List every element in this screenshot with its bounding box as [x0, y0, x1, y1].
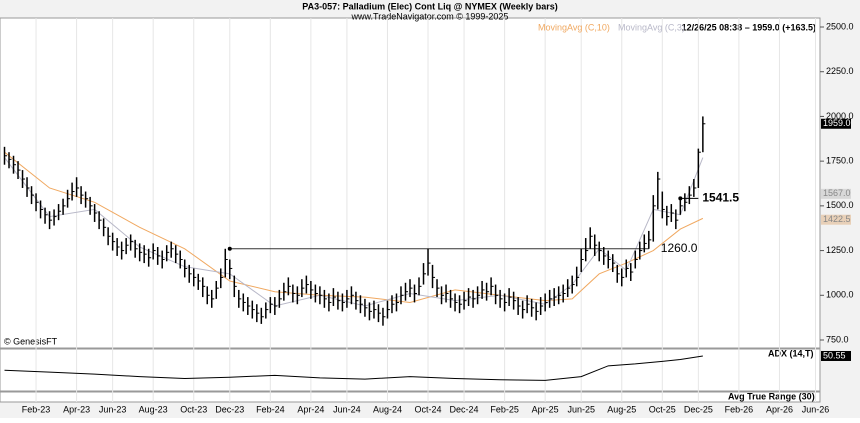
chart-title: PA3-057: Palladium (Elec) Cont Liq @ NYM…: [302, 1, 558, 11]
axis-flag: [821, 188, 851, 199]
hline-label: 1260.0: [661, 241, 698, 255]
x-tick-label: Aug-23: [139, 404, 168, 414]
y-tick-label: 750.0: [826, 334, 849, 344]
chart-subtitle: www.TradeNavigator.com © 1999-2025: [351, 11, 509, 21]
atr-name: Avg True Range (30): [728, 391, 815, 401]
x-tick-label: Feb-25: [490, 404, 519, 414]
axis-flag-label: 1567.0: [823, 188, 851, 198]
x-tick-label: Aug-24: [373, 404, 402, 414]
marker-dot: [678, 196, 683, 201]
x-tick-label: Feb-24: [256, 404, 285, 414]
x-tick-label: Oct-23: [180, 404, 207, 414]
source: © GenesisFT: [4, 336, 58, 346]
quote: 12/26/25 08:38 – 1959.0 (+163.5): [682, 22, 816, 32]
atr-panel: [0, 391, 821, 403]
x-tick-label: Apr-23: [63, 404, 90, 414]
x-tick-label: Dec-23: [215, 404, 244, 414]
x-tick-label: Apr-26: [766, 404, 793, 414]
y-tick-label: 2250.0: [826, 66, 854, 76]
axis-flag: [821, 214, 851, 225]
marker-label: 1541.5: [702, 191, 739, 205]
x-tick-label: Jun-26: [802, 404, 830, 414]
legend-entry: MovingAvg (C,3): [618, 22, 685, 32]
x-tick-label: Jun-25: [567, 404, 595, 414]
axis-flag-label: 1959.0: [823, 118, 851, 128]
x-tick-label: Jun-23: [99, 404, 127, 414]
x-tick-label: Oct-24: [415, 404, 442, 414]
y-tick-label: 1000.0: [826, 290, 854, 300]
x-tick-label: Feb-26: [725, 404, 754, 414]
x-tick-label: Oct-25: [649, 404, 676, 414]
x-tick-label: Dec-24: [450, 404, 479, 414]
adx-panel: [0, 348, 821, 392]
y-tick-label: 1500.0: [826, 200, 854, 210]
line-anchor: [227, 246, 232, 251]
x-tick-label: Aug-25: [607, 404, 636, 414]
x-tick-label: Jun-24: [333, 404, 361, 414]
adx-line: [4, 355, 703, 381]
x-tick-label: Dec-25: [684, 404, 713, 414]
price-panel: [0, 17, 821, 349]
y-tick-label: 1250.0: [826, 245, 854, 255]
adx-flag: [821, 350, 851, 361]
y-tick-label: 2500.0: [826, 21, 854, 31]
x-tick-label: Feb-23: [22, 404, 51, 414]
legend-entry: MovingAvg (C,10): [538, 22, 610, 32]
axis-flag: [821, 118, 851, 129]
y-tick-label: 2000.0: [826, 111, 854, 121]
x-tick-label: Apr-25: [532, 404, 559, 414]
adx-name: ADX (14,T): [768, 348, 814, 358]
x-tick-label: Apr-24: [297, 404, 324, 414]
adx-flag-label: 50.55: [823, 350, 846, 360]
y-tick-label: 1750.0: [826, 156, 854, 166]
axis-flag-label: 1422.5: [823, 214, 851, 224]
